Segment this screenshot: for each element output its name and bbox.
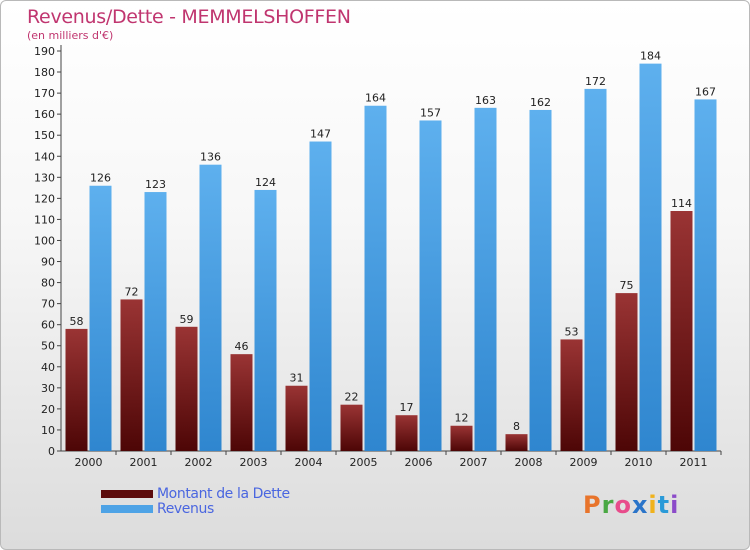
y-tick-label: 80 (41, 277, 55, 290)
value-label-revenus: 147 (310, 128, 331, 141)
legend-swatch-revenus (101, 505, 153, 513)
value-label-revenus: 184 (640, 50, 661, 63)
value-label-revenus: 123 (145, 178, 166, 191)
bar-dette (615, 293, 638, 451)
logo-letter: r (601, 491, 615, 519)
y-tick-label: 10 (41, 424, 55, 437)
value-label-revenus: 157 (420, 106, 441, 119)
y-tick-label: 30 (41, 382, 55, 395)
x-tick-label: 2005 (350, 456, 378, 469)
legend-label-dette: Montant de la Dette (157, 486, 290, 502)
legend-swatch-dette (101, 490, 153, 498)
bar-revenus (419, 120, 442, 451)
y-tick-label: 50 (41, 340, 55, 353)
value-label-dette: 31 (290, 372, 304, 385)
value-label-revenus: 162 (530, 96, 551, 109)
bar-dette (340, 404, 363, 451)
value-label-dette: 72 (125, 285, 139, 298)
logo-letter: i (648, 491, 658, 519)
y-tick-label: 40 (41, 361, 55, 374)
y-tick-label: 0 (48, 445, 55, 458)
x-tick-label: 2009 (570, 456, 598, 469)
x-tick-label: 2001 (130, 456, 158, 469)
chart-title: Revenus/Dette - MEMMELSHOFFEN (27, 6, 351, 28)
bar-dette (670, 211, 693, 451)
value-label-dette: 46 (235, 340, 249, 353)
x-tick-label: 2000 (75, 456, 103, 469)
bar-revenus (584, 88, 607, 451)
logo-letter: i (670, 491, 680, 519)
y-tick-label: 110 (34, 213, 55, 226)
bar-dette (285, 385, 308, 451)
value-label-revenus: 136 (200, 151, 221, 164)
bar-dette (560, 339, 583, 451)
value-label-dette: 114 (671, 197, 692, 210)
value-label-dette: 53 (565, 325, 579, 338)
y-tick-label: 140 (34, 150, 55, 163)
bar-revenus (144, 192, 167, 452)
bar-dette (65, 328, 88, 451)
value-label-dette: 58 (70, 315, 84, 328)
logo-letter: x (631, 491, 649, 519)
bar-dette (230, 354, 253, 451)
bar-revenus (694, 99, 717, 451)
x-tick-label: 2007 (460, 456, 488, 469)
y-tick-label: 160 (34, 108, 55, 121)
chart-subtitle: (en milliers d'€) (27, 29, 114, 42)
proxiti-logo: Proxiti (583, 491, 679, 519)
value-label-revenus: 126 (90, 172, 111, 185)
bar-dette (505, 434, 528, 451)
y-tick-label: 60 (41, 319, 55, 332)
legend-label-revenus: Revenus (157, 501, 214, 517)
value-label-dette: 75 (620, 279, 634, 292)
bar-revenus (254, 189, 277, 451)
y-tick-label: 150 (34, 129, 55, 142)
y-tick-label: 20 (41, 403, 55, 416)
y-tick-label: 70 (41, 298, 55, 311)
x-tick-label: 2011 (680, 456, 708, 469)
value-label-revenus: 124 (255, 176, 276, 189)
value-label-revenus: 163 (475, 94, 496, 107)
bar-revenus (529, 109, 552, 452)
logo-letter: o (614, 491, 632, 519)
value-label-dette: 17 (400, 401, 414, 414)
bar-dette (175, 326, 198, 451)
value-label-dette: 8 (513, 420, 520, 433)
value-label-dette: 22 (345, 391, 359, 404)
y-tick-label: 190 (34, 45, 55, 58)
y-tick-label: 120 (34, 192, 55, 205)
logo-letter: t (657, 491, 671, 519)
bar-revenus (364, 105, 387, 451)
x-tick-label: 2008 (515, 456, 543, 469)
bar-revenus (89, 185, 112, 451)
y-tick-label: 180 (34, 66, 55, 79)
bar-revenus (309, 141, 332, 452)
value-label-dette: 59 (180, 313, 194, 326)
y-tick-label: 90 (41, 256, 55, 269)
value-label-revenus: 164 (365, 92, 386, 105)
y-tick-label: 100 (34, 234, 55, 247)
y-tick-label: 170 (34, 87, 55, 100)
logo-letter: P (583, 491, 602, 519)
bar-revenus (639, 63, 662, 451)
bar-dette (395, 415, 418, 451)
x-tick-label: 2002 (185, 456, 213, 469)
value-label-revenus: 167 (695, 85, 716, 98)
x-tick-label: 2010 (625, 456, 653, 469)
bar-dette (450, 425, 473, 451)
bar-revenus (199, 164, 222, 451)
value-label-revenus: 172 (585, 75, 606, 88)
x-tick-label: 2006 (405, 456, 433, 469)
bar-dette (120, 299, 143, 451)
bar-revenus (474, 107, 497, 451)
x-tick-label: 2003 (240, 456, 268, 469)
y-tick-label: 130 (34, 171, 55, 184)
x-tick-label: 2004 (295, 456, 323, 469)
value-label-dette: 12 (455, 412, 469, 425)
